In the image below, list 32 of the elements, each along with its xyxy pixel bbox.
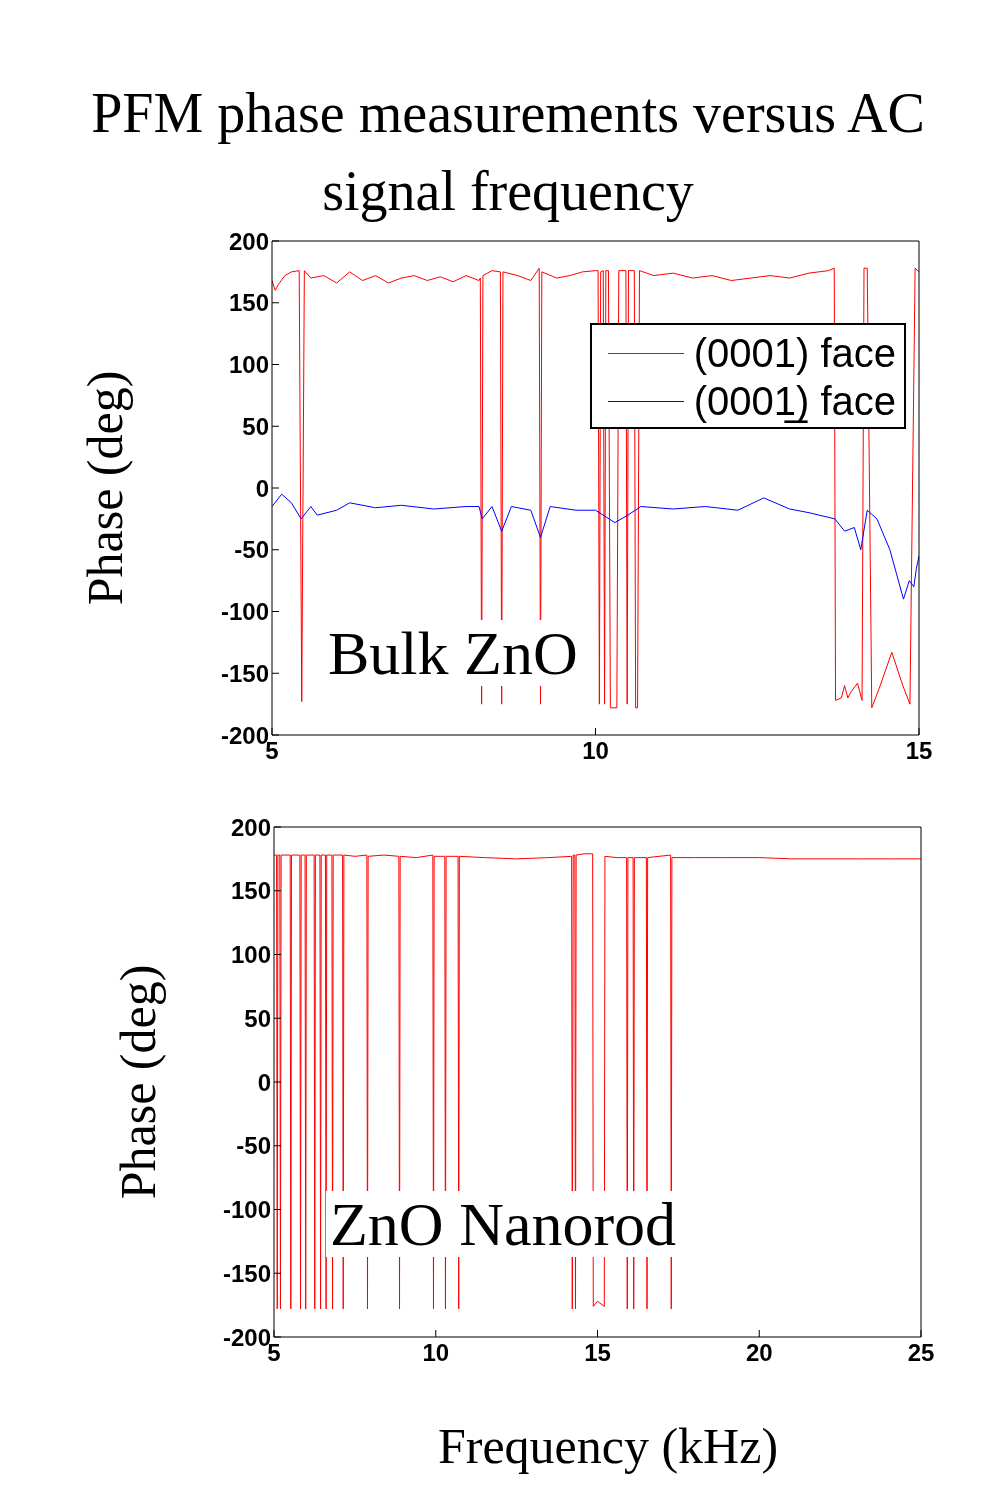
y-tick-label: 50 <box>242 412 269 440</box>
y-tick-label: -50 <box>236 1132 271 1160</box>
x-tick-label: 15 <box>905 737 933 765</box>
y-tick-label: 0 <box>257 1068 271 1096</box>
y-tick-label: -150 <box>222 1259 271 1287</box>
y-tick-label: 100 <box>228 351 269 379</box>
x-tick-label: 10 <box>582 737 609 765</box>
x-axis-title: Frequency (kHz) <box>436 1417 780 1475</box>
line-series <box>274 853 921 1310</box>
y-tick-label: -100 <box>220 598 269 626</box>
y-tick-label: 150 <box>228 289 269 317</box>
y-tick-label: -50 <box>234 536 269 564</box>
annotation: Bulk ZnO <box>324 619 582 687</box>
y-tick-label: 0 <box>255 474 269 502</box>
y-tick-label: 100 <box>230 941 271 969</box>
y-tick-label: 200 <box>228 227 269 255</box>
y-tick-label: 150 <box>230 877 271 905</box>
x-tick-label: 20 <box>745 1339 773 1367</box>
chart-title: PFM phase measurements versus AC signal frequency <box>90 81 926 222</box>
y-tick-label: 50 <box>244 1004 271 1032</box>
y-tick-label: -150 <box>220 659 269 687</box>
x-tick-label: 15 <box>584 1339 611 1367</box>
y-tick-label: 200 <box>230 813 271 841</box>
line-series <box>272 493 919 600</box>
x-tick-label: 25 <box>907 1339 935 1367</box>
y-axis-title: Phase (deg) <box>109 964 167 1199</box>
annotation: ZnO Nanorod <box>326 1190 681 1258</box>
x-tick-label: 10 <box>422 1339 450 1367</box>
legend-label: (0001) face <box>693 330 896 376</box>
y-axis-title: Phase (deg) <box>76 370 134 605</box>
legend-label: (0001̲) face <box>693 378 896 424</box>
y-tick-label: -100 <box>222 1196 271 1224</box>
